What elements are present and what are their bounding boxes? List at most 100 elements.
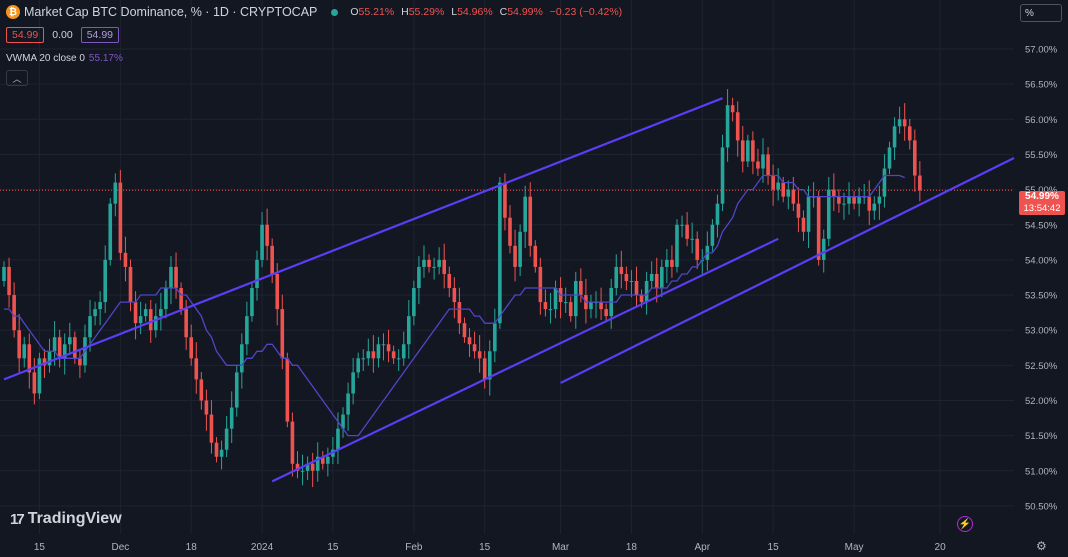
candle-body (73, 337, 77, 359)
candle-body (533, 245, 538, 267)
sell-price[interactable]: 54.99 (6, 27, 45, 43)
candle-body (57, 337, 62, 359)
indicator-label: VWMA 20 close 0 (6, 53, 85, 64)
candle-body (877, 196, 882, 204)
candle-body (579, 280, 583, 296)
candle-body (599, 302, 603, 310)
candle-body (710, 224, 715, 246)
x-tick-label: Feb (405, 542, 423, 553)
x-tick-label: May (845, 542, 864, 553)
x-tick-label: 15 (34, 542, 46, 553)
candle-body (32, 372, 37, 394)
y-tick-label: 53.50% (1025, 291, 1058, 302)
y-tick-label: 52.50% (1025, 361, 1058, 372)
current-price-value: 54.99% (1025, 191, 1059, 202)
candle-body (801, 217, 806, 232)
candle-body (290, 421, 295, 464)
candle-body (118, 182, 123, 253)
quote-row: 54.99 0.00 54.99 (6, 27, 119, 43)
candle-body (47, 351, 52, 366)
lightning-icon[interactable]: ⚡ (957, 516, 973, 532)
candle-body (214, 442, 219, 457)
y-tick-label: 56.50% (1025, 80, 1058, 91)
candle-body (174, 266, 178, 289)
candle-body (498, 182, 502, 324)
candle-body (42, 358, 47, 366)
candle-body (376, 344, 381, 359)
candle-body (138, 316, 143, 324)
candle-body (493, 323, 497, 352)
candle-body (761, 154, 765, 169)
candle-body (918, 175, 922, 191)
candle-body (887, 147, 892, 169)
candle-body (771, 175, 775, 190)
candle-body (644, 280, 649, 303)
candle-body (472, 344, 477, 352)
candle-body (892, 126, 897, 148)
y-tick-label: 50.50% (1025, 501, 1058, 512)
indicator-value: 55.17% (88, 53, 123, 64)
candle-body (832, 189, 836, 197)
candle-body (619, 266, 624, 274)
candle-body (751, 140, 755, 162)
ohlc-values: O55.21% H55.29% L54.96% C54.99% −0.23 (−… (350, 6, 623, 18)
indicator-legend[interactable]: VWMA 20 close 0 55.17% (6, 53, 123, 64)
candle-body (417, 266, 421, 289)
candle-body (412, 288, 416, 317)
candle-body (62, 344, 67, 359)
candle-body (396, 358, 401, 360)
candle-body (735, 112, 740, 141)
candle-body (437, 259, 441, 267)
candle-body (356, 358, 360, 373)
trendline (560, 156, 1015, 384)
candle-body (103, 259, 107, 303)
chart-grid (0, 48, 1014, 507)
x-tick-label: 20 (935, 542, 947, 553)
candle-body (7, 266, 11, 296)
candle-body (680, 224, 684, 226)
candle-body (842, 203, 846, 205)
tradingview-logo[interactable]: 17 TradingView (10, 510, 122, 528)
candle-body (695, 238, 700, 260)
candle-body (285, 358, 290, 422)
tradingview-mark-icon: 17 (10, 510, 25, 528)
candle-body (346, 393, 350, 415)
candle-body (482, 358, 487, 380)
candle-body (245, 316, 249, 345)
candle-body (265, 224, 269, 246)
x-tick-label: Apr (694, 542, 710, 553)
collapse-legend-button[interactable]: ︿ (6, 70, 28, 86)
gear-icon[interactable]: ⚙ (1036, 539, 1047, 553)
candle-body (907, 126, 912, 141)
candle-body (366, 351, 371, 359)
y-tick-label: 54.50% (1025, 220, 1058, 231)
candle-body (897, 119, 902, 127)
y-tick-label: 55.00% (1025, 185, 1058, 196)
bar-countdown: 13:54:42 (1023, 203, 1061, 214)
buy-price[interactable]: 54.99 (80, 27, 119, 43)
candle-body (2, 266, 6, 281)
candle-body (432, 266, 436, 268)
candle-body (88, 316, 92, 338)
scale-mode-button[interactable]: % (1020, 4, 1062, 22)
candle-body (665, 259, 669, 267)
candle-body (234, 372, 239, 408)
candle-body (629, 280, 634, 282)
symbol-title[interactable]: Market Cap BTC Dominance, % · 1D · CRYPT… (24, 5, 318, 19)
candle-body (518, 231, 522, 267)
y-tick-label: 51.50% (1025, 431, 1058, 442)
candle-body (427, 259, 431, 267)
candle-body (756, 161, 760, 169)
bitcoin-icon: ₿ (6, 5, 20, 19)
candle-body (98, 302, 102, 310)
candle-body (548, 309, 553, 311)
candle-body (766, 154, 770, 176)
candle-body (821, 238, 826, 260)
candle-body (336, 428, 340, 450)
candle-body (867, 196, 872, 211)
vwma-line (4, 174, 905, 437)
candle-body (847, 196, 851, 204)
candle-body (720, 147, 725, 204)
candle-body (660, 266, 664, 289)
